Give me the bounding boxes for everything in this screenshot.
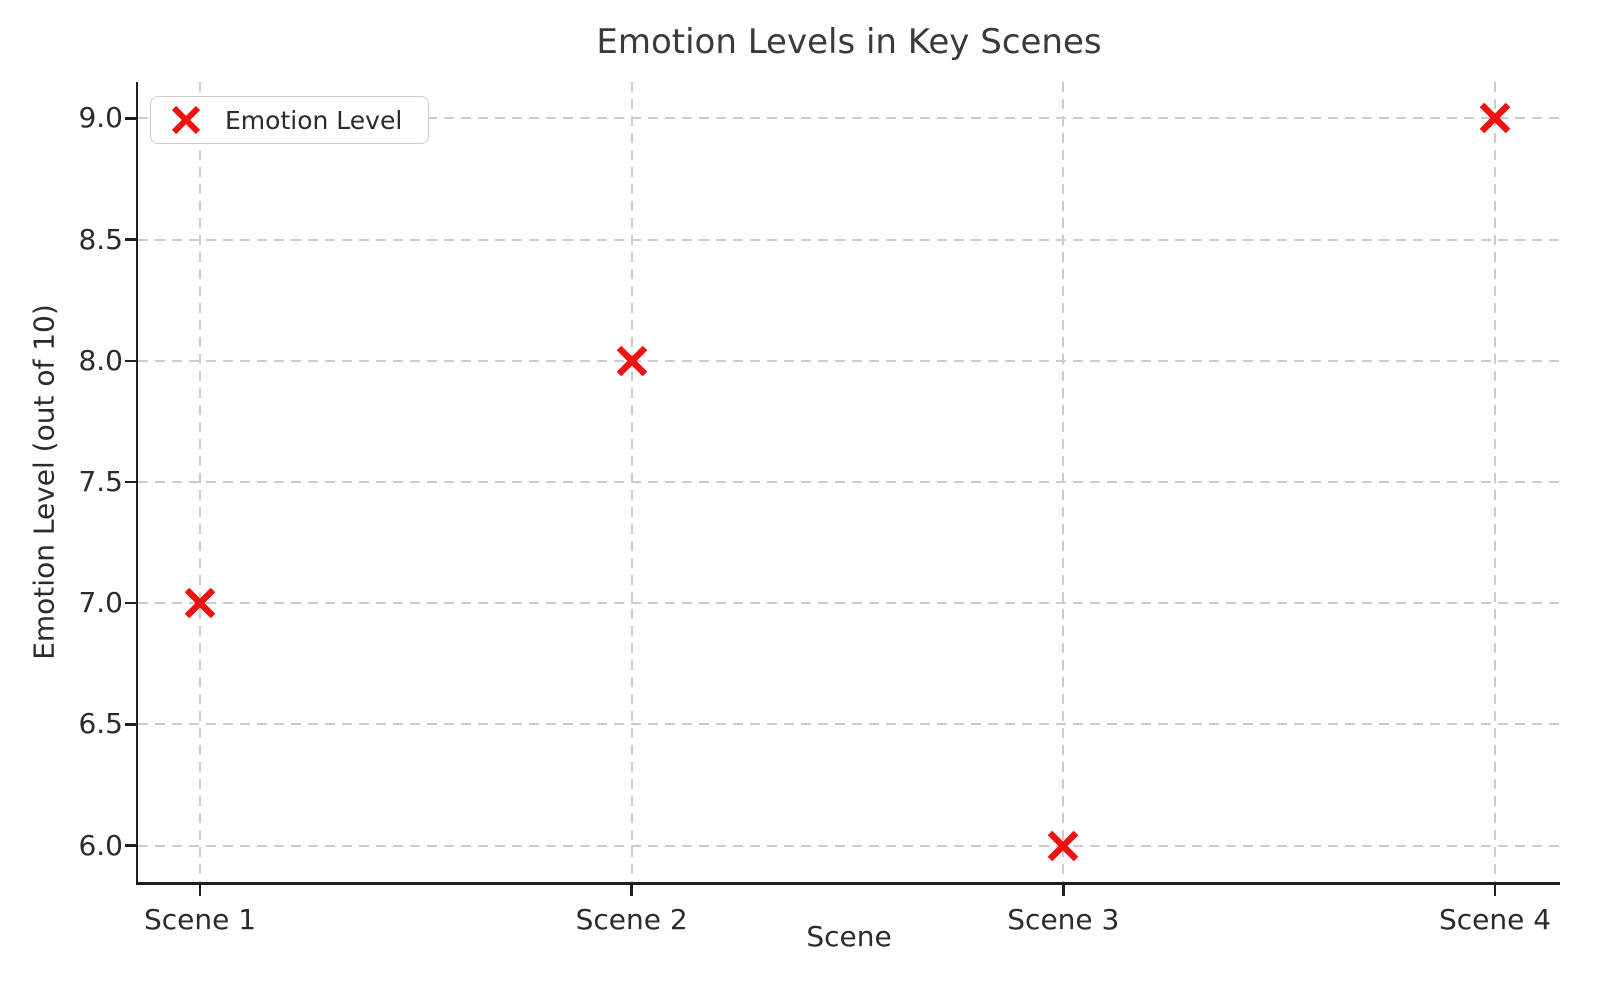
data-point-marker <box>184 587 216 619</box>
x-axis-spine <box>135 882 1560 885</box>
v-gridline <box>199 82 201 882</box>
v-gridline <box>1062 82 1065 882</box>
h-gridline <box>138 117 1560 120</box>
data-point-marker <box>1479 103 1511 134</box>
x-axis-label: Scene <box>806 920 892 953</box>
h-gridline <box>138 723 1560 726</box>
y-tick-label: 6.5 <box>78 707 123 741</box>
x-tick-label: Scene 2 <box>575 903 688 936</box>
v-gridline <box>1494 82 1496 882</box>
x-tick-mark <box>1062 884 1065 896</box>
y-tick-mark <box>125 844 136 847</box>
x-tick-label: Scene 1 <box>143 903 257 936</box>
x-tick-label: Scene 4 <box>1438 903 1552 936</box>
v-gridline <box>630 82 633 882</box>
legend-label: Emotion Level <box>225 105 403 135</box>
h-gridline <box>138 602 1560 605</box>
y-tick-mark <box>125 480 136 484</box>
y-tick-mark <box>125 601 136 605</box>
y-tick-label: 8.5 <box>78 222 123 256</box>
data-point-marker <box>1048 830 1079 861</box>
y-tick-mark <box>125 359 136 363</box>
y-tick-mark <box>125 117 136 120</box>
y-tick-label: 7.0 <box>78 586 123 620</box>
y-tick-mark <box>125 238 136 241</box>
y-tick-mark <box>125 723 136 726</box>
chart-title: Emotion Levels in Key Scenes <box>596 22 1102 62</box>
h-gridline <box>138 359 1560 362</box>
data-point-marker <box>616 345 647 377</box>
legend: Emotion Level <box>150 96 430 144</box>
x-tick-mark <box>198 884 202 896</box>
x-marker-icon <box>171 105 201 135</box>
y-tick-label: 9.0 <box>78 101 123 135</box>
x-tick-mark <box>1493 884 1497 896</box>
h-gridline <box>138 844 1560 847</box>
h-gridline <box>138 238 1560 241</box>
x-tick-mark <box>630 884 633 896</box>
y-tick-label: 8.0 <box>78 343 123 377</box>
y-tick-label: 6.0 <box>78 828 123 862</box>
y-axis-spine <box>135 82 138 885</box>
h-gridline <box>138 481 1560 483</box>
x-tick-label: Scene 3 <box>1007 903 1120 936</box>
y-tick-label: 7.5 <box>78 465 123 498</box>
plot-area <box>135 82 1560 885</box>
